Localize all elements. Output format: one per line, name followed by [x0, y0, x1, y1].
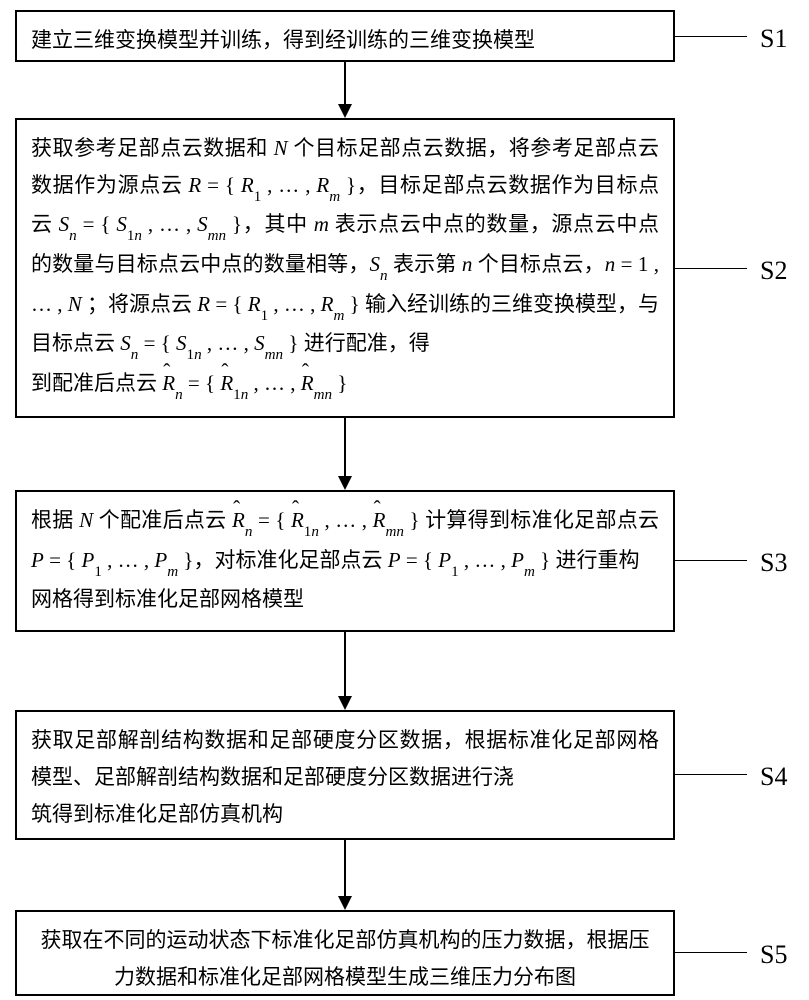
arrow-s3-s4 [344, 632, 346, 696]
arrow-head-icon [338, 104, 352, 118]
step-label-s1: S1 [760, 24, 787, 54]
step-text-s4: 获取足部解剖结构数据和足部硬度分区数据，根据标准化足部网格模型、足部解剖结构数据… [31, 722, 659, 832]
connector-s2 [675, 268, 747, 269]
step-text-s1: 建立三维变换模型并训练，得到经训练的三维变换模型 [31, 22, 659, 59]
step-box-s4: 获取足部解剖结构数据和足部硬度分区数据，根据标准化足部网格模型、足部解剖结构数据… [15, 710, 675, 840]
arrow-s2-s3 [344, 418, 346, 476]
step-box-s2: 获取参考足部点云数据和 N 个目标足部点云数据，将参考足部点云数据作为源点云 R… [15, 118, 675, 418]
step-label-s5: S5 [760, 940, 787, 970]
step-text-s5: 获取在不同的运动状态下标准化足部仿真机构的压力数据，根据压力数据和标准化足部网格… [31, 922, 659, 996]
step-box-s3: 根据 N 个配准后点云 Rn = { R1n , … , Rmn } 计算得到标… [15, 490, 675, 632]
step-text-s2: 获取参考足部点云数据和 N 个目标足部点云数据，将参考足部点云数据作为源点云 R… [31, 130, 659, 405]
step-box-s1: 建立三维变换模型并训练，得到经训练的三维变换模型 [15, 10, 675, 62]
step-box-s5: 获取在不同的运动状态下标准化足部仿真机构的压力数据，根据压力数据和标准化足部网格… [15, 910, 675, 996]
arrow-s4-s5 [344, 840, 346, 896]
connector-s5 [675, 952, 747, 953]
arrow-head-icon [338, 476, 352, 490]
step-text-s3: 根据 N 个配准后点云 Rn = { R1n , … , Rmn } 计算得到标… [31, 502, 659, 618]
arrow-head-icon [338, 696, 352, 710]
connector-s4 [675, 774, 747, 775]
flowchart-canvas: 建立三维变换模型并训练，得到经训练的三维变换模型 S1 获取参考足部点云数据和 … [0, 0, 809, 1000]
step-label-s4: S4 [760, 762, 787, 792]
connector-s3 [675, 560, 747, 561]
connector-s1 [675, 36, 747, 37]
step-label-s2: S2 [760, 256, 787, 286]
step-label-s3: S3 [760, 548, 787, 578]
arrow-s1-s2 [344, 62, 346, 104]
arrow-head-icon [338, 896, 352, 910]
